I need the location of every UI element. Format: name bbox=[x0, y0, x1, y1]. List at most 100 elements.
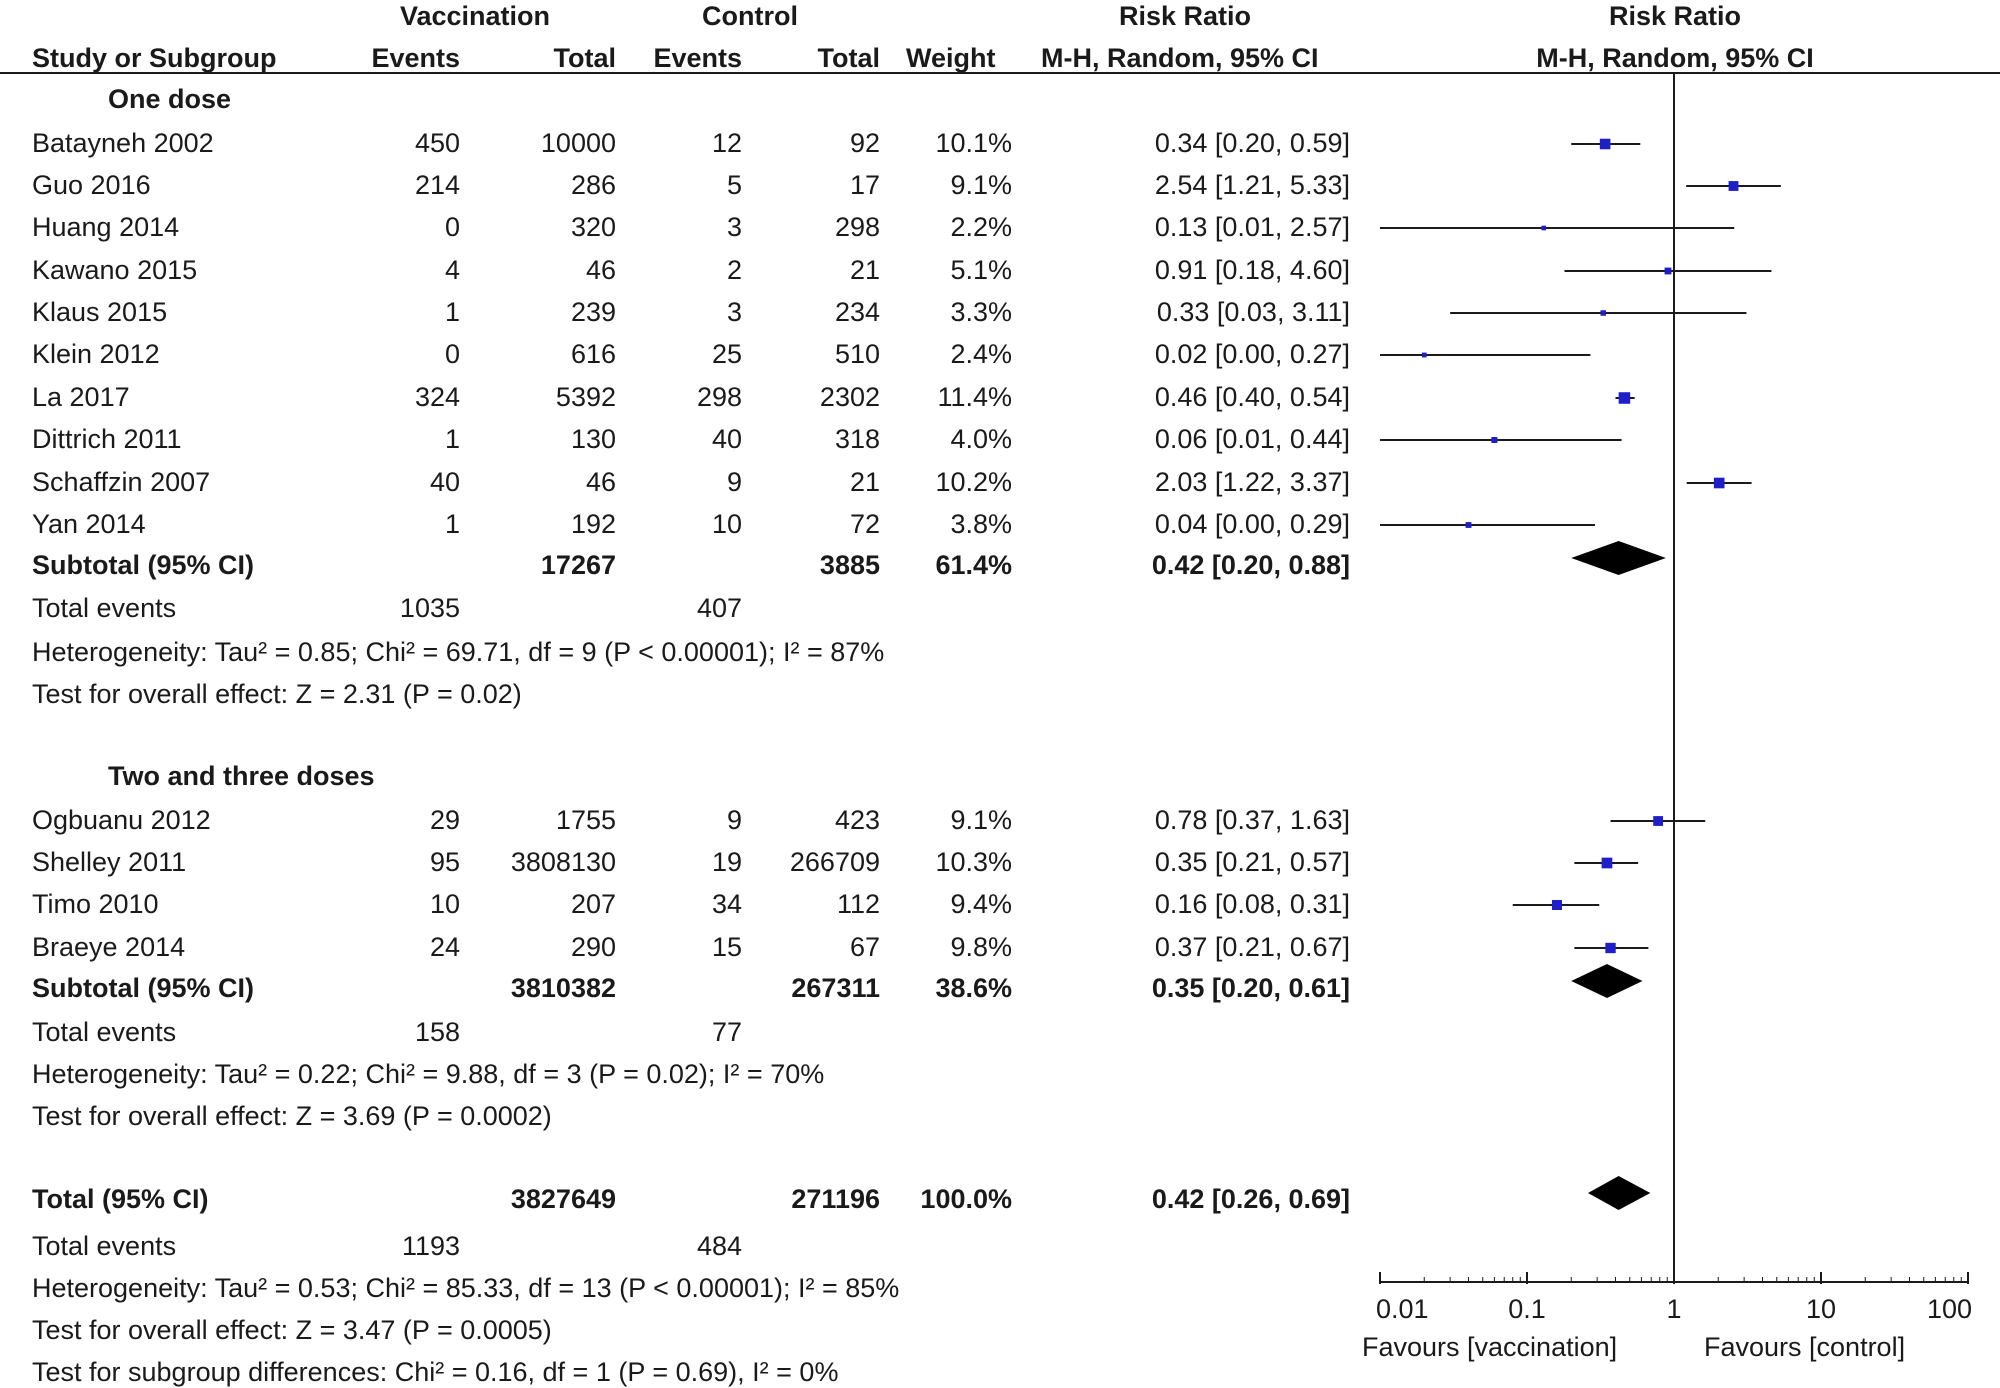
total-vaccination: 616 bbox=[570, 339, 616, 369]
total-control: 2302 bbox=[819, 382, 880, 412]
point-estimate-marker bbox=[1551, 899, 1563, 911]
col-events-control: Events bbox=[653, 43, 742, 73]
events-control: 3 bbox=[726, 212, 742, 242]
header-control: Control bbox=[702, 1, 798, 31]
weight: 9.8% bbox=[950, 932, 1012, 962]
point-estimate-marker bbox=[1465, 522, 1472, 528]
risk-ratio-ci: 0.34 [0.20, 0.59] bbox=[1154, 128, 1350, 158]
plot-method: M-H, Random, 95% CI bbox=[1536, 43, 1814, 73]
heterogeneity-two-three-doses: Heterogeneity: Tau² = 0.22; Chi² = 9.88,… bbox=[32, 1059, 825, 1089]
total-vaccination: 192 bbox=[570, 509, 616, 539]
total-vaccination: 46 bbox=[585, 467, 616, 497]
study-name: La 2017 bbox=[32, 382, 130, 412]
subgroup-title-two-three-doses: Two and three doses bbox=[108, 761, 375, 791]
subtotal-total-vaccination: 3810382 bbox=[510, 973, 616, 1003]
total-control: 72 bbox=[849, 509, 880, 539]
x-tick-label: 0.01 bbox=[1376, 1294, 1429, 1324]
study-name: Ogbuanu 2012 bbox=[32, 805, 211, 835]
risk-ratio-ci: 0.33 [0.03, 3.11] bbox=[1156, 297, 1350, 327]
point-estimate-marker bbox=[1653, 816, 1664, 826]
weight: 9.4% bbox=[950, 889, 1012, 919]
favours-control-label: Favours [control] bbox=[1704, 1332, 1906, 1362]
total-control: 67 bbox=[849, 932, 880, 962]
weight: 11.4% bbox=[937, 382, 1012, 412]
x-tick-label: 100 bbox=[1927, 1294, 1972, 1324]
risk-ratio-ci: 0.02 [0.00, 0.27] bbox=[1154, 339, 1350, 369]
point-estimate-marker bbox=[1601, 857, 1613, 869]
events-vaccination: 95 bbox=[429, 847, 460, 877]
total-control: 298 bbox=[834, 212, 880, 242]
events-control: 5 bbox=[726, 170, 742, 200]
weight: 10.2% bbox=[935, 467, 1012, 497]
total-events-vaccination: 1035 bbox=[399, 593, 460, 623]
subgroup-differences: Test for subgroup differences: Chi² = 0.… bbox=[32, 1357, 839, 1387]
subtotal-total-control: 267311 bbox=[791, 973, 880, 1003]
x-tick-label: 0.1 bbox=[1508, 1294, 1546, 1324]
weight: 5.1% bbox=[950, 255, 1012, 285]
risk-ratio-ci: 0.06 [0.01, 0.44] bbox=[1154, 424, 1350, 454]
point-estimate-marker bbox=[1728, 181, 1739, 191]
events-control: 10 bbox=[711, 509, 742, 539]
subgroup-title-one-dose: One dose bbox=[108, 84, 232, 114]
heterogeneity-one-dose: Heterogeneity: Tau² = 0.85; Chi² = 69.71… bbox=[32, 637, 885, 667]
risk-ratio-ci: 0.16 [0.08, 0.31] bbox=[1154, 889, 1350, 919]
weight: 10.3% bbox=[935, 847, 1012, 877]
overall-effect-one-dose: Test for overall effect: Z = 2.31 (P = 0… bbox=[32, 679, 522, 709]
risk-ratio-ci: 0.35 [0.21, 0.57] bbox=[1154, 847, 1350, 877]
col-total-vaccination: Total bbox=[553, 43, 617, 73]
point-estimate-marker bbox=[1491, 437, 1498, 443]
point-estimate-marker bbox=[1599, 138, 1611, 150]
subtotal-rr: 0.35 [0.20, 0.61] bbox=[1151, 973, 1350, 1003]
overall-effect-two-three-doses: Test for overall effect: Z = 3.69 (P = 0… bbox=[32, 1101, 552, 1131]
study-name: Klein 2012 bbox=[32, 339, 160, 369]
total-total-control: 271196 bbox=[791, 1184, 880, 1214]
point-estimate-marker bbox=[1421, 352, 1427, 358]
total-vaccination: 1755 bbox=[555, 805, 616, 835]
total-control: 234 bbox=[834, 297, 880, 327]
subtotal-label: Subtotal (95% CI) bbox=[32, 550, 255, 580]
grand-total-events-label: Total events bbox=[32, 1231, 177, 1261]
risk-ratio-ci: 2.54 [1.21, 5.33] bbox=[1154, 170, 1350, 200]
pooled-diamond bbox=[1571, 541, 1666, 575]
study-name: Dittrich 2011 bbox=[32, 424, 182, 454]
weight: 2.2% bbox=[950, 212, 1012, 242]
col-weight: Weight bbox=[906, 43, 996, 73]
col-events-vaccination: Events bbox=[371, 43, 460, 73]
events-vaccination: 324 bbox=[414, 382, 460, 412]
study-name: Yan 2014 bbox=[32, 509, 146, 539]
total-vaccination: 286 bbox=[570, 170, 616, 200]
point-estimate-marker bbox=[1713, 477, 1725, 489]
x-tick-label: 10 bbox=[1806, 1294, 1836, 1324]
events-control: 15 bbox=[711, 932, 742, 962]
total-events-vaccination: 158 bbox=[414, 1017, 460, 1047]
events-control: 19 bbox=[711, 847, 742, 877]
study-name: Timo 2010 bbox=[32, 889, 159, 919]
events-vaccination: 10 bbox=[429, 889, 460, 919]
total-control: 423 bbox=[834, 805, 880, 835]
point-estimate-marker bbox=[1605, 942, 1616, 954]
total-control: 17 bbox=[849, 170, 880, 200]
col-method: M-H, Random, 95% CI bbox=[1041, 43, 1319, 73]
subtotal-weight: 38.6% bbox=[935, 973, 1012, 1003]
x-tick-label: 1 bbox=[1666, 1294, 1681, 1324]
total-control: 318 bbox=[834, 424, 880, 454]
events-vaccination: 4 bbox=[444, 255, 460, 285]
total-control: 510 bbox=[834, 339, 880, 369]
total-vaccination: 239 bbox=[570, 297, 616, 327]
point-estimate-marker bbox=[1600, 310, 1606, 316]
events-control: 9 bbox=[726, 805, 742, 835]
total-vaccination: 3808130 bbox=[510, 847, 616, 877]
risk-ratio-ci: 0.91 [0.18, 4.60] bbox=[1154, 255, 1350, 285]
events-vaccination: 214 bbox=[414, 170, 460, 200]
events-control: 3 bbox=[726, 297, 742, 327]
weight: 3.3% bbox=[950, 297, 1012, 327]
events-control: 25 bbox=[711, 339, 742, 369]
header-risk-ratio-plot: Risk Ratio bbox=[1608, 1, 1742, 31]
weight: 9.1% bbox=[950, 170, 1012, 200]
study-name: Huang 2014 bbox=[32, 212, 180, 242]
total-control: 21 bbox=[849, 255, 880, 285]
total-events-control: 407 bbox=[696, 593, 742, 623]
header-risk-ratio-table: Risk Ratio bbox=[1118, 1, 1252, 31]
study-name: Schaffzin 2007 bbox=[32, 467, 211, 497]
